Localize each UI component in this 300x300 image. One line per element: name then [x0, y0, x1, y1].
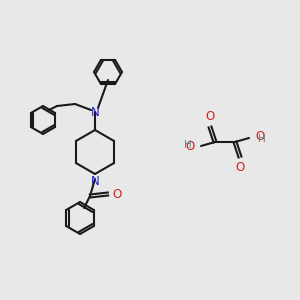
Text: O: O — [255, 130, 264, 143]
Text: O: O — [236, 161, 244, 174]
Text: H: H — [258, 134, 266, 144]
Text: O: O — [206, 110, 214, 123]
Text: N: N — [91, 106, 99, 118]
Text: O: O — [112, 188, 121, 200]
Text: O: O — [186, 140, 195, 154]
Text: N: N — [91, 175, 99, 188]
Text: H: H — [184, 140, 192, 150]
